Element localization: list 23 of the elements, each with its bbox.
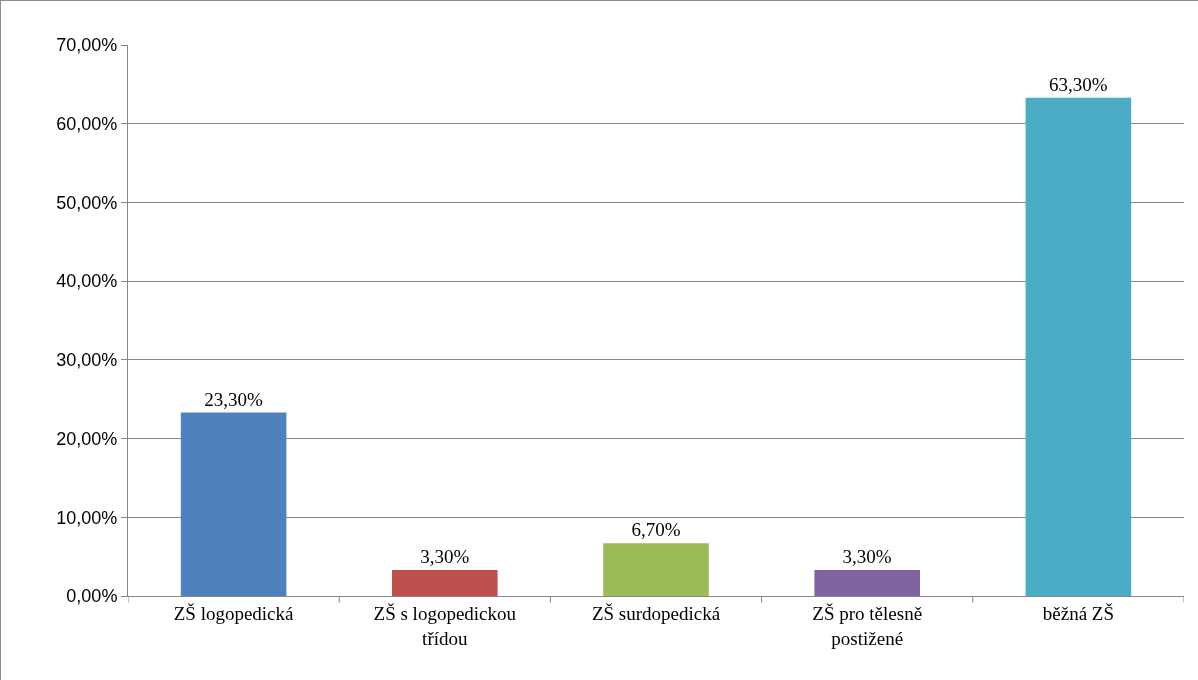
bar [814, 570, 920, 596]
x-tick-label: ZŠ pro tělesně postižené [812, 602, 923, 649]
bar [180, 412, 287, 596]
y-tick-label: 50,00% [56, 192, 118, 213]
y-tick-label: 10,00% [56, 507, 118, 528]
x-tick-label: ZŠ logopedická [173, 602, 295, 624]
y-tick-label: 60,00% [56, 114, 118, 135]
y-tick-label: 40,00% [56, 271, 118, 292]
y-tick-label: 20,00% [56, 428, 118, 449]
data-label: 3,30% [420, 546, 470, 568]
x-tick-label: ZŠ surdopedická [591, 602, 721, 624]
data-label: 6,70% [631, 519, 681, 541]
bar [603, 543, 709, 596]
data-label: 3,30% [842, 546, 892, 568]
y-tick-label: 70,00% [56, 35, 118, 56]
x-tick-label: ZŠ s logopedickou třídou [373, 602, 517, 649]
y-tick-label: 30,00% [56, 350, 118, 371]
y-tick-label: 0,00% [66, 586, 118, 607]
data-label: 63,30% [1049, 73, 1108, 95]
data-label: 23,30% [204, 388, 263, 410]
bar [1025, 97, 1132, 596]
bar [392, 570, 498, 596]
x-tick-label: běžná ZŠ [1042, 602, 1115, 624]
